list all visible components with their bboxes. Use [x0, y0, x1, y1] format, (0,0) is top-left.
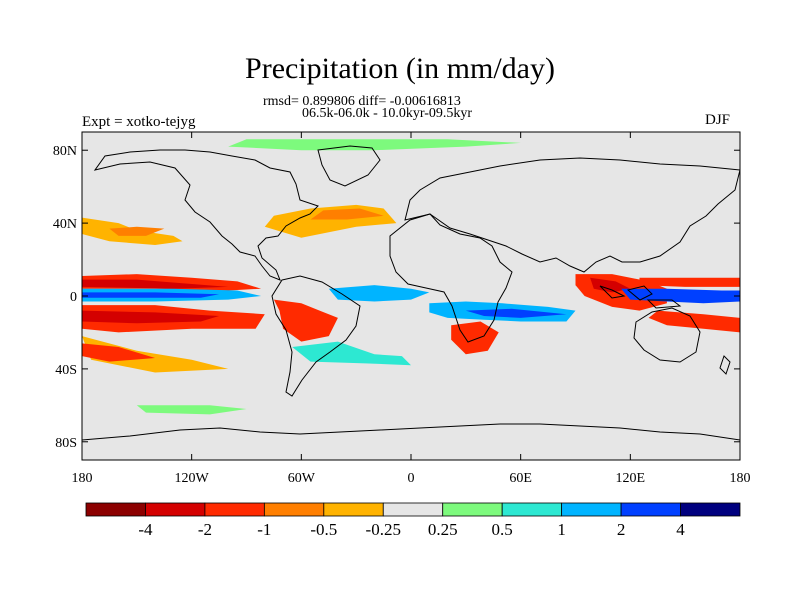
region-23	[228, 139, 521, 151]
y-tick-label: 40S	[55, 363, 77, 378]
region-1	[82, 279, 229, 289]
colorbar-label: -0.25	[366, 520, 401, 539]
colorbar-swatch	[263, 502, 325, 517]
colorbar-label: -4	[138, 520, 153, 539]
x-tick-label: 60W	[288, 471, 316, 486]
colorbar-label: -0.5	[310, 520, 337, 539]
colorbar-label: 1	[557, 520, 566, 539]
region-7	[82, 343, 156, 362]
colorbar-swatch	[442, 502, 503, 517]
colorbar-swatch	[680, 502, 741, 517]
colorbar-label: 0.25	[428, 520, 458, 539]
region-12	[310, 208, 384, 220]
x-tick-label: 0	[408, 471, 415, 486]
region-6	[82, 336, 229, 373]
x-tick-label: 120E	[616, 471, 646, 486]
colorbar-label: 2	[617, 520, 626, 539]
colorbar: -4 -2 -1 -0.5 -0.25 0.25 0.5 1 2 4	[85, 502, 741, 539]
coastlines	[82, 145, 740, 441]
region-14	[273, 299, 338, 342]
y-tick-label: 80N	[53, 144, 77, 159]
y-tick-label: 80S	[55, 436, 77, 451]
colorbar-swatch	[382, 502, 444, 517]
region-10	[109, 226, 165, 236]
anomaly-regions	[82, 139, 740, 415]
region-21	[639, 277, 740, 287]
region-19	[590, 277, 631, 293]
season-label: DJF	[705, 112, 731, 128]
colorbar-swatch	[561, 502, 622, 517]
y-tick-label: 40N	[53, 217, 77, 232]
x-tick-label: 60E	[509, 471, 532, 486]
colorbar-label: 4	[676, 520, 685, 539]
stats-line-rmsd: rmsd= 0.899806 diff= -0.00616813	[263, 94, 461, 109]
colorbar-swatch	[501, 502, 563, 517]
region-22	[648, 310, 740, 333]
region-3	[82, 292, 220, 298]
y-tick-label: 0	[70, 290, 77, 305]
colorbar-label: 0.5	[492, 520, 513, 539]
colorbar-swatch	[204, 502, 265, 517]
colorbar-label: -2	[198, 520, 212, 539]
colorbar-swatch	[85, 502, 146, 517]
colorbar-label: -1	[257, 520, 271, 539]
colorbar-swatch	[145, 502, 206, 517]
colorbar-swatch	[323, 502, 384, 517]
stats-line-period: 06.5k-06.0k - 10.0kyr-09.5kyr	[302, 106, 473, 121]
region-13	[328, 285, 430, 302]
x-tick-label: 120W	[175, 471, 210, 486]
x-tick-label: 180	[72, 471, 93, 486]
colorbar-swatch	[620, 502, 681, 517]
region-5	[82, 310, 220, 324]
region-17	[451, 321, 499, 355]
x-tick-label: 180	[730, 471, 751, 486]
experiment-label: Expt = xotko-tejyg	[82, 114, 196, 130]
map-axes: 180 120W 60W 0 60E 120E 180 80N 40N 0 40S 80S	[53, 132, 751, 486]
region-16	[465, 308, 567, 318]
region-8	[292, 341, 411, 366]
region-24	[136, 405, 247, 415]
chart-title: Precipitation (in mm/day)	[245, 52, 555, 85]
